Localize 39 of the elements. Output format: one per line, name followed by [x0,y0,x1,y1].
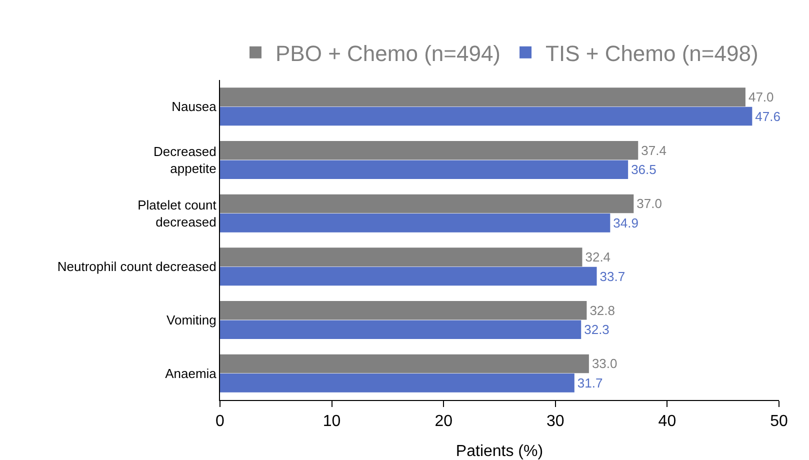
y-tick-label: Vomiting [166,312,216,328]
data-label: 31.7 [577,375,603,390]
x-tick-label: 0 [216,413,225,430]
data-label: 33.0 [592,356,618,372]
data-label: 32.8 [590,302,616,318]
legend-label: TIS + Chemo (n=498) [546,40,758,66]
y-tick-label: Nausea [172,99,218,114]
data-label: 47.6 [755,108,780,124]
bar [220,300,587,320]
bar [220,354,589,374]
bar [220,106,752,126]
bar [220,374,574,392]
bar [220,248,582,266]
bar [220,266,597,286]
bar [220,194,634,214]
data-label: 37.0 [636,196,662,212]
bar [220,214,610,232]
data-label: 36.5 [631,162,656,178]
x-tick-label: 20 [434,413,453,430]
bar [220,140,638,160]
data-label: 33.7 [600,268,626,284]
data-label: 32.3 [584,322,610,338]
data-label: 37.4 [641,142,666,158]
x-tick-label: 10 [322,413,341,430]
x-axis-title: Patients (%) [456,443,544,460]
data-label: 32.4 [585,250,611,265]
y-tick-label: Platelet count decreased [138,197,217,230]
x-tick-label: 50 [770,413,788,430]
data-label: 34.9 [613,215,638,230]
bar [220,88,746,106]
x-tick-label: 30 [546,413,564,430]
bar [220,160,628,180]
y-tick-label: Neutrophil count decreased [57,259,216,274]
legend-label: PBO + Chemo (n=494) [276,40,501,66]
y-tick-label: Decreased appetite [154,144,216,176]
bar [220,320,582,340]
data-label: 47.0 [748,90,774,105]
y-tick-label: Anaemia [165,366,218,381]
x-tick-label: 40 [658,413,676,430]
